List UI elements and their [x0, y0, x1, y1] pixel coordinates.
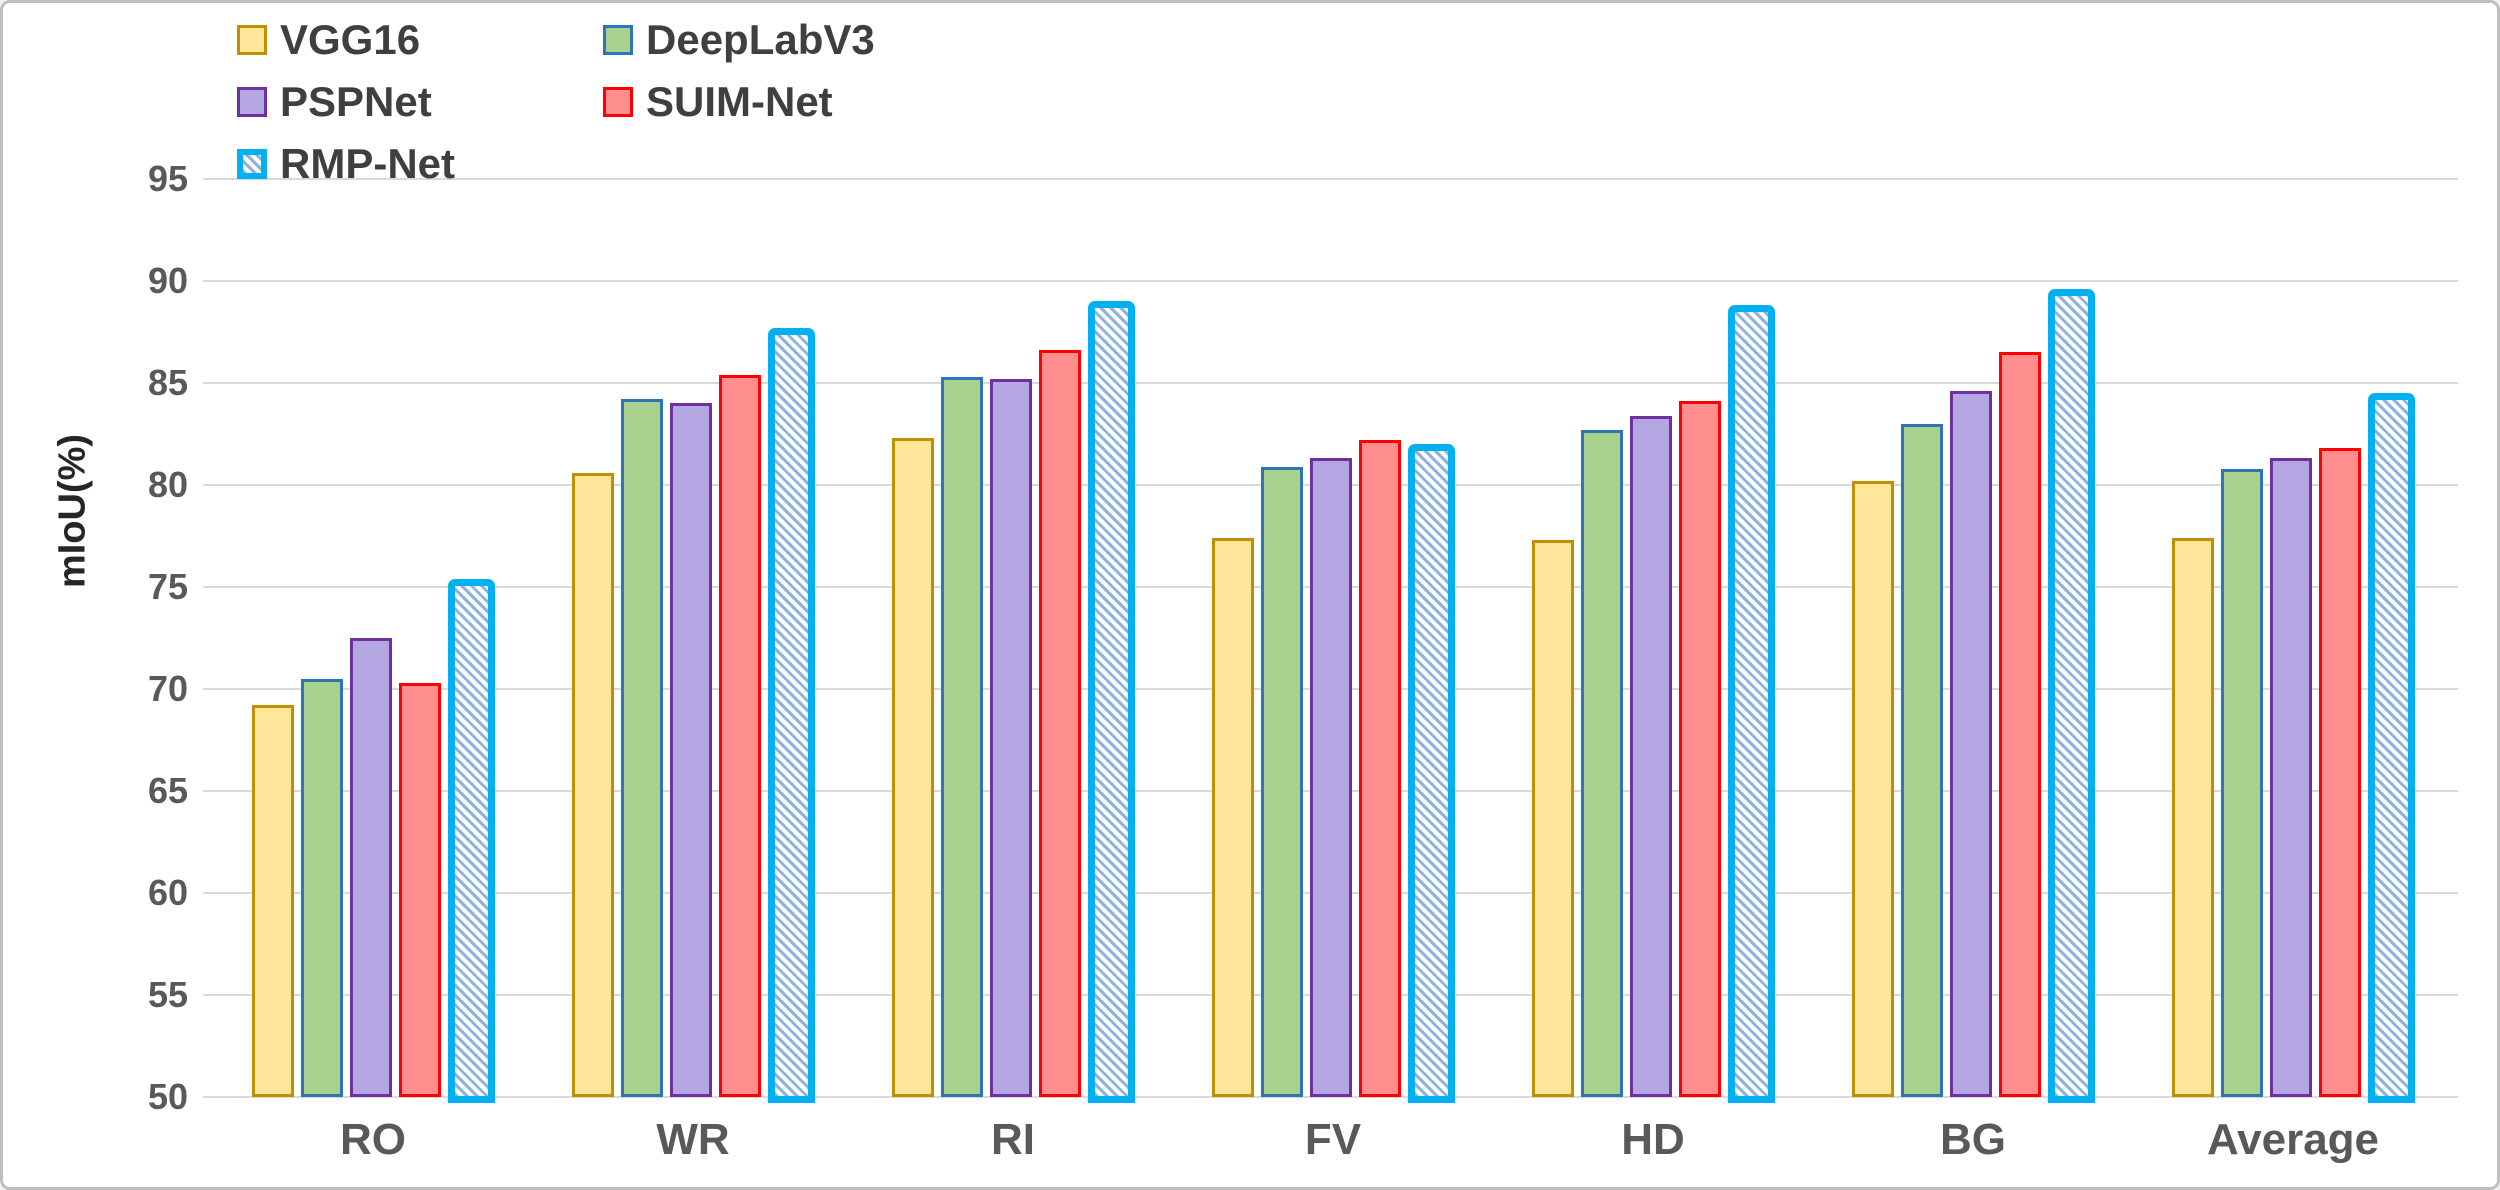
- x-axis-category-labels: RO WR RI FV HD BG Average: [213, 1115, 2453, 1165]
- gridline-90: [203, 280, 2458, 283]
- bar-deeplabv3-ro: [300, 678, 343, 1097]
- chart-legend: VGG16 DeepLabV3 PSPNet SUIM-Net RMP-Net: [237, 9, 875, 195]
- legend-item-pspnet: PSPNet: [237, 81, 603, 123]
- bar-pspnet-hd: [1629, 415, 1672, 1097]
- bar-deeplabv3-average: [2220, 468, 2263, 1097]
- bar-vgg16-ri: [891, 438, 934, 1097]
- bar-rmp-net-hd: [1727, 305, 1775, 1103]
- y-axis-tick-labels: 50 55 60 65 70 75 80 85 90 95: [63, 161, 188, 1115]
- bar-group-ri: [853, 179, 1173, 1103]
- bar-group-bg: [1813, 179, 2133, 1103]
- bar-suim-net-ri: [1038, 350, 1081, 1097]
- gridline-95: [203, 178, 2458, 180]
- bar-vgg16-ro: [251, 705, 294, 1097]
- y-tick-label-60: 60: [147, 872, 188, 913]
- y-tick-label-65: 65: [147, 770, 188, 812]
- plot-area: [203, 178, 2458, 1103]
- x-category-label-ri: RI: [991, 1115, 1035, 1164]
- bar-rmp-net-ro: [447, 578, 495, 1103]
- gridline-85: [203, 382, 2458, 384]
- legend-item-deeplabv3: DeepLabV3: [603, 19, 875, 61]
- bar-groups: [213, 179, 2453, 1103]
- bar-rmp-net-ri: [1087, 301, 1135, 1103]
- bar-vgg16-hd: [1531, 540, 1574, 1097]
- bar-vgg16-bg: [1851, 480, 1894, 1097]
- gridline-50: [203, 1096, 2458, 1098]
- bar-suim-net-hd: [1678, 401, 1721, 1097]
- bar-group-hd: [1493, 179, 1813, 1103]
- x-category-label-fv: FV: [1304, 1115, 1362, 1164]
- y-tick-label-75: 75: [147, 566, 188, 607]
- bar-suim-net-ro: [398, 682, 441, 1097]
- y-tick-label-55: 55: [147, 974, 188, 1015]
- legend-swatch-icon-suim-net: [603, 87, 633, 117]
- bar-group-ro: [213, 179, 533, 1103]
- x-category-label-bg: BG: [1940, 1115, 2006, 1164]
- bar-deeplabv3-wr: [620, 399, 663, 1097]
- y-tick-label-85: 85: [147, 362, 188, 403]
- x-category-label-average: Average: [2206, 1115, 2380, 1164]
- x-category-label-wr: WR: [656, 1115, 730, 1164]
- y-tick-label-95: 95: [147, 158, 188, 199]
- legend-swatch-icon-deeplabv3: [603, 25, 633, 55]
- bar-group-average: [2133, 179, 2453, 1103]
- legend-label-suim-net: SUIM-Net: [646, 78, 833, 125]
- bar-group-wr: [533, 179, 853, 1103]
- bar-deeplabv3-fv: [1260, 466, 1303, 1097]
- bar-vgg16-average: [2171, 538, 2214, 1097]
- legend-label-rmp-net: RMP-Net: [280, 140, 455, 187]
- bar-vgg16-fv: [1211, 538, 1254, 1097]
- bar-suim-net-bg: [1998, 352, 2041, 1097]
- legend-swatch-icon-vgg16: [237, 25, 267, 55]
- bar-rmp-net-bg: [2047, 289, 2095, 1103]
- bar-suim-net-wr: [718, 374, 761, 1097]
- y-tick-label-70: 70: [147, 668, 188, 709]
- bar-suim-net-average: [2318, 448, 2361, 1097]
- x-category-label-ro: RO: [340, 1115, 406, 1164]
- bar-pspnet-fv: [1309, 458, 1352, 1097]
- bar-suim-net-fv: [1358, 440, 1401, 1097]
- legend-swatch-icon-pspnet: [237, 87, 267, 117]
- legend-item-rmp-net: RMP-Net: [237, 143, 603, 185]
- bar-pspnet-ro: [349, 638, 392, 1097]
- x-category-label-hd: HD: [1621, 1115, 1685, 1164]
- bar-vgg16-wr: [571, 472, 614, 1097]
- bar-deeplabv3-hd: [1580, 429, 1623, 1097]
- bar-pspnet-bg: [1949, 391, 1992, 1097]
- bar-deeplabv3-ri: [940, 376, 983, 1097]
- legend-label-pspnet: PSPNet: [280, 78, 432, 125]
- bar-pspnet-wr: [669, 403, 712, 1097]
- legend-label-deeplabv3: DeepLabV3: [646, 16, 875, 63]
- bar-deeplabv3-bg: [1900, 423, 1943, 1097]
- bar-pspnet-average: [2269, 458, 2312, 1097]
- y-tick-label-80: 80: [147, 464, 188, 506]
- legend-label-vgg16: VGG16: [280, 16, 421, 63]
- bar-group-fv: [1173, 179, 1493, 1103]
- legend-swatch-icon-rmp-net: [237, 149, 267, 179]
- bar-pspnet-ri: [989, 378, 1032, 1097]
- y-tick-label-50: 50: [147, 1076, 188, 1117]
- bar-rmp-net-fv: [1407, 444, 1455, 1103]
- bar-rmp-net-wr: [767, 327, 815, 1103]
- bar-rmp-net-average: [2367, 393, 2415, 1103]
- legend-item-suim-net: SUIM-Net: [603, 81, 875, 123]
- legend-item-vgg16: VGG16: [237, 19, 603, 61]
- y-tick-label-90: 90: [147, 260, 188, 301]
